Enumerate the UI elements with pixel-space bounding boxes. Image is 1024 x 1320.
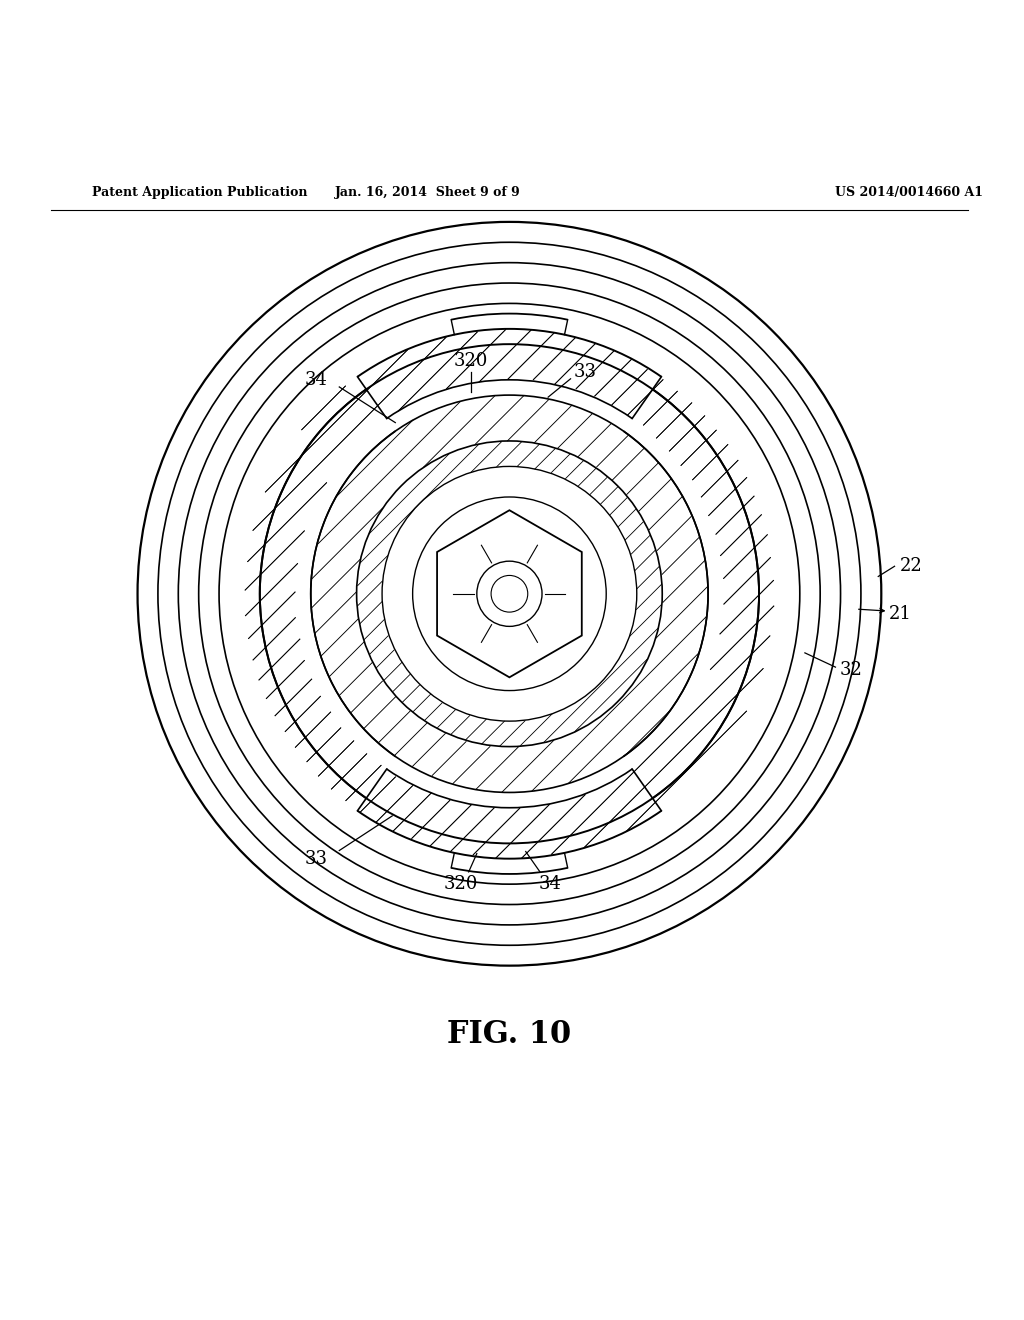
Text: Patent Application Publication: Patent Application Publication <box>92 186 307 199</box>
Text: 32: 32 <box>840 661 862 680</box>
Text: Jan. 16, 2014  Sheet 9 of 9: Jan. 16, 2014 Sheet 9 of 9 <box>335 186 521 199</box>
Text: 320: 320 <box>443 875 478 894</box>
Text: FIG. 10: FIG. 10 <box>447 1019 571 1049</box>
Text: 34: 34 <box>539 875 561 894</box>
Text: 33: 33 <box>573 363 596 380</box>
Text: 22: 22 <box>900 557 923 576</box>
Text: 320: 320 <box>454 352 487 371</box>
Text: 33: 33 <box>304 850 328 867</box>
Text: 21: 21 <box>889 605 911 623</box>
Text: 34: 34 <box>304 371 328 389</box>
Text: US 2014/0014660 A1: US 2014/0014660 A1 <box>836 186 983 199</box>
